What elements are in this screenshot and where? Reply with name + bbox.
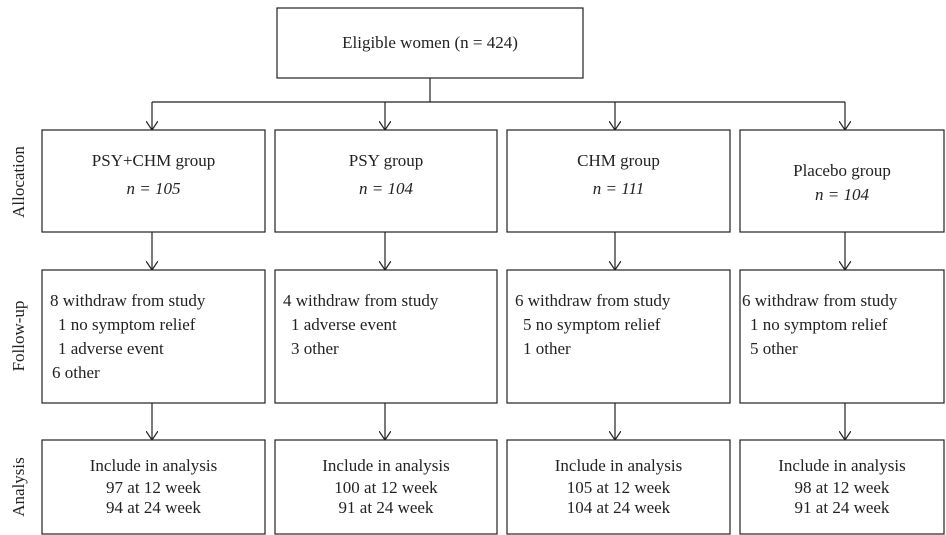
allocation-box (739, 129, 945, 233)
followup-box (739, 269, 945, 404)
group-n: n = 104 (815, 185, 869, 204)
analysis-line: 91 at 24 week (795, 498, 890, 517)
analysis-box (41, 439, 266, 535)
followup-line: 6 withdraw from study (515, 291, 671, 310)
group-name: Placebo group (793, 161, 891, 180)
followup-line: 3 other (291, 339, 339, 358)
analysis-line: 100 at 12 week (334, 478, 438, 497)
followup-box (274, 269, 498, 404)
analysis-box (739, 439, 945, 535)
followup-line: 6 other (52, 363, 100, 382)
group-n: n = 104 (359, 179, 413, 198)
analysis-line: 91 at 24 week (339, 498, 434, 517)
followup-line: 1 adverse event (291, 315, 397, 334)
group-name: PSY+CHM group (92, 151, 215, 170)
group-n: n = 111 (593, 179, 644, 198)
followup-box (41, 269, 266, 404)
analysis-line: 94 at 24 week (106, 498, 201, 517)
group-name: CHM group (577, 151, 660, 170)
followup-line: 5 other (750, 339, 798, 358)
analysis-line: 105 at 12 week (567, 478, 671, 497)
eligible-label: Eligible women (n = 424) (342, 33, 518, 52)
analysis-line: Include in analysis (322, 456, 449, 475)
stage-label: Allocation (9, 146, 28, 218)
followup-line: 1 no symptom relief (750, 315, 888, 334)
stage-label: Analysis (9, 457, 28, 517)
group-n: n = 105 (127, 179, 181, 198)
followup-line: 1 adverse event (58, 339, 164, 358)
analysis-line: Include in analysis (90, 456, 217, 475)
analysis-box (506, 439, 731, 535)
followup-line: 1 no symptom relief (58, 315, 196, 334)
allocation-box (274, 129, 498, 233)
analysis-line: 98 at 12 week (795, 478, 890, 497)
analysis-line: Include in analysis (555, 456, 682, 475)
followup-line: 6 withdraw from study (742, 291, 898, 310)
followup-line: 1 other (523, 339, 571, 358)
followup-line: 8 withdraw from study (50, 291, 206, 310)
allocation-box (506, 129, 731, 233)
analysis-line: 104 at 24 week (567, 498, 671, 517)
followup-box (506, 269, 731, 404)
followup-line: 5 no symptom relief (523, 315, 661, 334)
analysis-line: 97 at 12 week (106, 478, 201, 497)
analysis-line: Include in analysis (778, 456, 905, 475)
stage-label: Follow-up (9, 301, 28, 372)
analysis-box (274, 439, 498, 535)
group-name: PSY group (349, 151, 423, 170)
followup-line: 4 withdraw from study (283, 291, 439, 310)
allocation-box (41, 129, 266, 233)
eligible-box (276, 7, 584, 79)
